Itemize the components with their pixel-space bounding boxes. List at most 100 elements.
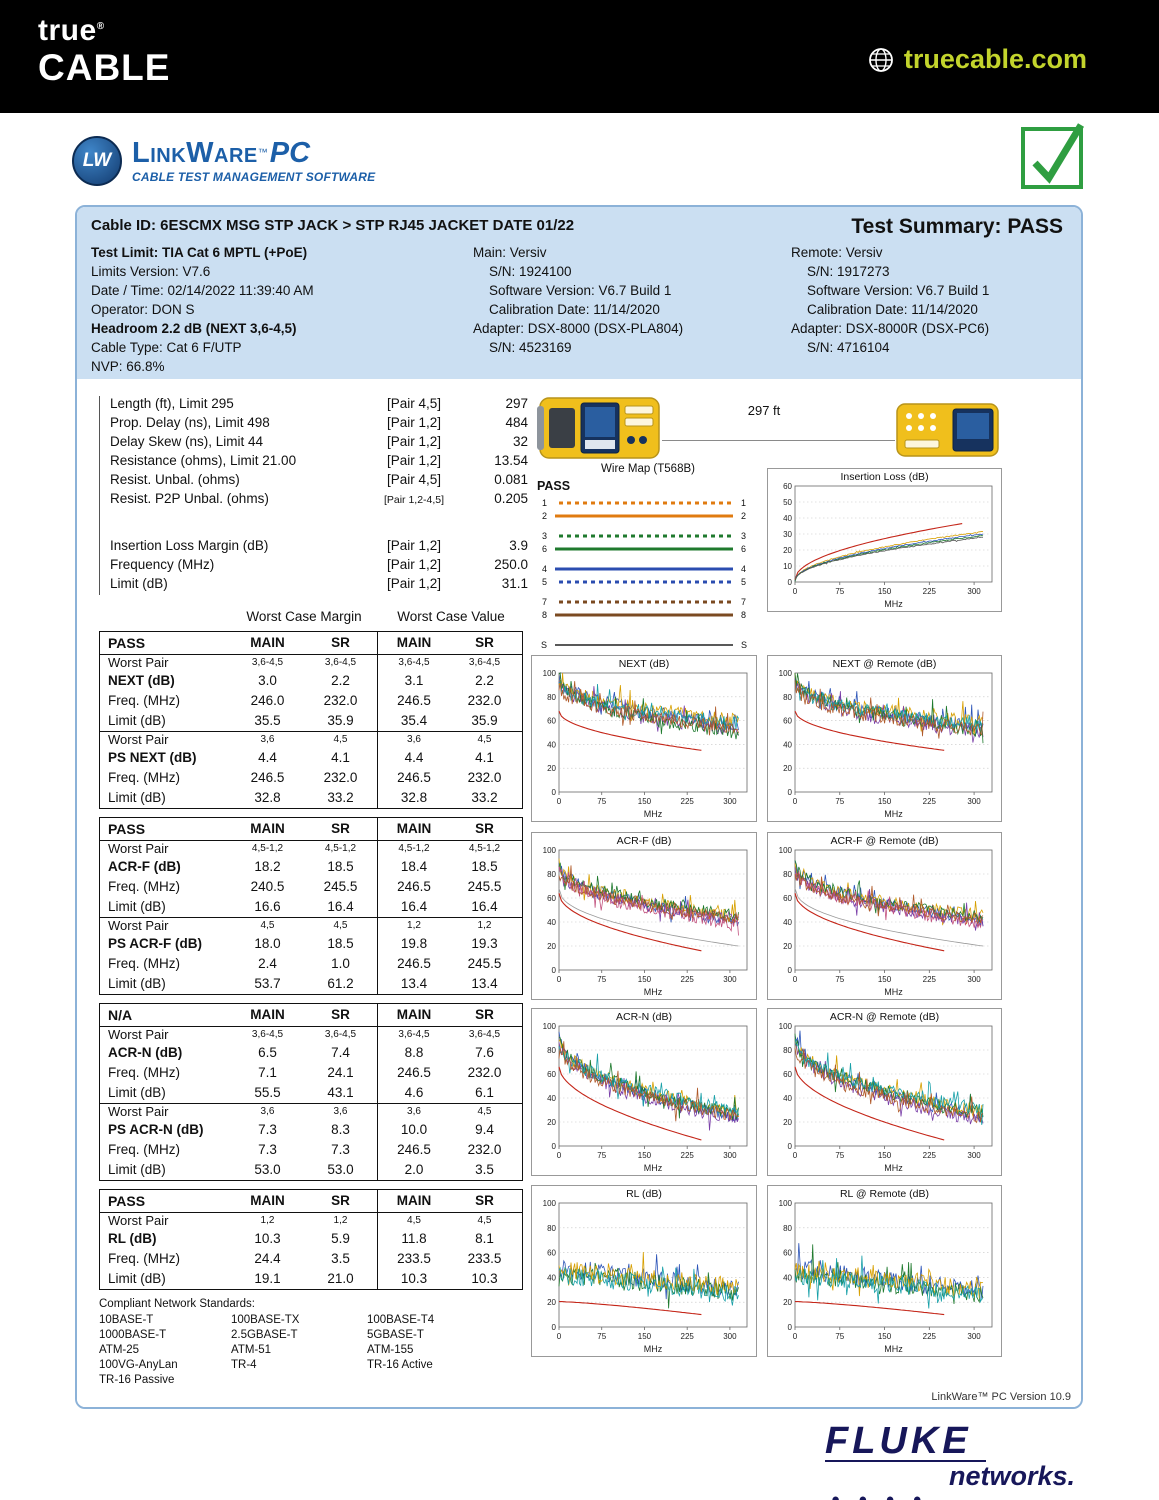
row-value: 246.5 [377,1063,450,1083]
chart-rl_r: RL @ Remote (dB) 0 20 40 60 80 100 0 75 150 225 300… [767,1185,1002,1357]
svg-text:75: 75 [597,1151,606,1160]
version-label: LinkWare™ PC Version 10.9 [931,1391,1071,1403]
svg-text:0: 0 [552,1142,557,1151]
test-info-line: Remote: Versiv [791,245,883,260]
svg-text:MHz: MHz [644,809,663,819]
fluke-networks-logo: FLUKE networks. ● ● ● ● [825,1422,1075,1500]
row-value: 8.3 [331,1122,350,1137]
test-info-line: S/N: 1924100 [489,264,572,279]
linkware-pc: PC [269,136,311,169]
worst-pair-value: 1,2 [333,1215,348,1226]
row-label: RL (dB) [108,1231,157,1246]
test-info-line: Limits Version: V7.6 [91,264,211,279]
standards-column: 10BASE-T 1000BASE-T ATM-25 100VG-AnyLan TR-1… [99,1314,231,1389]
worst-pair-row: Worst Pair 3,6 4,5 3,6 4,5 [100,731,522,748]
report-header: Cable ID: 6ESCMX MSG STP JACK > STP RJ45… [77,207,1081,379]
measurement-pair: [Pair 1,2] [386,434,442,449]
worst-pair-label: Worst Pair [108,732,169,747]
row-value: 246.5 [377,691,450,711]
column-header: SR [331,635,350,650]
chart-next: NEXT (dB) 0 20 40 60 80 100 0 75 150 225 300 MHz [531,655,757,822]
row-value: 4.1 [331,750,350,765]
svg-text:7: 7 [542,597,547,607]
worst-pair-label: Worst Pair [108,1027,169,1042]
table-status: PASS [108,1193,146,1209]
svg-text:225: 225 [923,1332,937,1341]
row-value: 7.4 [331,1045,350,1060]
svg-text:RL (dB): RL (dB) [626,1188,662,1200]
row-value: 35.4 [377,711,450,731]
row-value: 35.5 [254,713,281,728]
row-value: 10.3 [377,1269,450,1289]
svg-text:0: 0 [552,788,557,797]
svg-text:S: S [741,640,747,650]
row-value: 33.2 [327,790,354,805]
worst-pair-value: 3,6-4,5 [251,1029,284,1040]
svg-text:MHz: MHz [644,1163,663,1173]
svg-text:20: 20 [783,1298,792,1307]
worst-pair-row: Worst Pair 4,5 4,5 1,2 1,2 [100,917,522,934]
svg-text:NEXT (dB): NEXT (dB) [619,658,670,670]
measurement-value: 297 [505,396,528,411]
measurement-pair: [Pair 1,2] [386,453,442,468]
row-label: PS ACR-N (dB) [108,1122,204,1137]
svg-text:20: 20 [783,546,792,555]
table-row: Limit (dB) 16.6 16.4 16.4 16.4 [100,897,522,917]
row-value: 10.3 [254,1231,281,1246]
table-row: Freq. (MHz) 7.1 24.1 246.5 232.0 [100,1063,522,1083]
standards-columns: 10BASE-T 1000BASE-T ATM-25 100VG-AnyLan TR-1… [99,1314,523,1389]
chart-canvas: ACR-N @ Remote (dB) 0 20 40 60 80 100 0 75 150 225… [779,1011,993,1173]
row-value: 19.1 [254,1271,281,1286]
row-value: 246.0 [250,693,285,708]
row-label: Freq. (MHz) [108,879,180,894]
row-value: 246.5 [377,1140,450,1160]
svg-text:50: 50 [783,498,792,507]
row-label: Freq. (MHz) [108,1065,180,1080]
row-value: 11.8 [377,1229,450,1249]
row-value: 3.0 [258,673,277,688]
test-info-line: Adapter: DSX-8000 (DSX-PLA804) [473,321,684,336]
row-value: 19.3 [471,936,498,951]
linkware-badge-icon: LW [72,136,122,186]
row-value: 10.3 [471,1271,498,1286]
row-value: 232.0 [323,693,358,708]
website-link[interactable]: truecable.com [868,44,1087,75]
website-text: truecable.com [903,44,1087,74]
trademark-mark: ™ [257,147,268,159]
svg-text:75: 75 [597,1332,606,1341]
row-value: 246.5 [377,954,450,974]
svg-text:40: 40 [783,514,792,523]
test-info-line: Main: Versiv [473,245,547,260]
table-row: Limit (dB) 53.7 61.2 13.4 13.4 [100,974,522,994]
row-label: PS NEXT (dB) [108,750,197,765]
worst-pair-row: Worst Pair 3,6 3,6 3,6 4,5 [100,1103,522,1120]
standards-column: 100BASE-TX 2.5GBASE-T ATM-51 TR-4 [231,1314,367,1389]
column-header: SR [475,821,494,836]
table-row: Limit (dB) 19.1 21.0 10.3 10.3 [100,1269,522,1289]
row-label: Freq. (MHz) [108,1142,180,1157]
chart-il: Insertion Loss (dB) 0 10 20 30 40 50 60 0 75 150 22… [767,468,1002,612]
svg-text:75: 75 [835,975,844,984]
svg-text:40: 40 [547,740,556,749]
row-label: Freq. (MHz) [108,693,180,708]
worst-pair-value: 4,5 [477,734,492,745]
svg-text:2: 2 [741,511,746,521]
svg-text:0: 0 [557,1151,562,1160]
standards-column: 100BASE-T4 5GBASE-T ATM-155 TR-16 Active [367,1314,517,1389]
table-row: Freq. (MHz) 24.4 3.5 233.5 233.5 [100,1249,522,1269]
worst-pair-value: 4,5-1,2 [251,843,284,854]
svg-text:150: 150 [638,1151,652,1160]
row-label: Limit (dB) [108,713,166,728]
row-value: 13.4 [471,976,498,991]
table-row: ACR-N (dB) 6.5 7.4 8.8 7.6 [100,1043,522,1063]
chart-canvas: RL (dB) 0 20 40 60 80 100 0 75 150 225 300 MHz [543,1188,748,1354]
row-label: Limit (dB) [108,790,166,805]
truecable-logo: true® CABLE [38,16,170,87]
table-row: Limit (dB) 53.0 53.0 2.0 3.5 [100,1160,522,1180]
row-value: 232.0 [467,1065,502,1080]
row-value: 32.8 [254,790,281,805]
svg-text:75: 75 [597,797,606,806]
